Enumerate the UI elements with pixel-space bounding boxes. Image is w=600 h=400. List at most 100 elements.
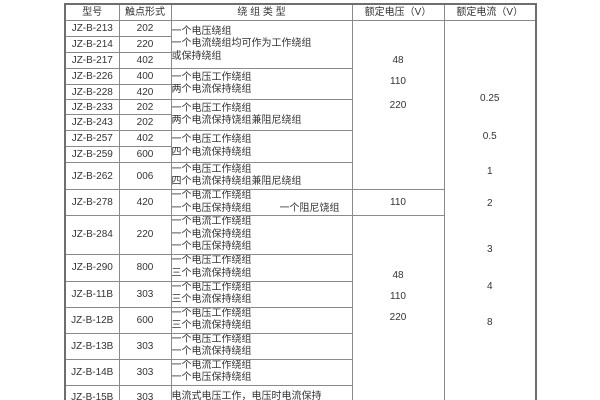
contact-cell: 402 <box>118 52 172 69</box>
contact-cell: 420 <box>118 189 172 216</box>
table-row: JZ-B-13B 303 一个电压工作绕组 一个电流保持绕组 <box>64 332 536 360</box>
col-header-rated-current: 额定电流（V） <box>443 3 537 21</box>
voltage-value: 220 <box>389 99 407 111</box>
relay-spec-table: 型号 触点形式 绕 组 类 型 额定电压（V） 额定电流（V） JZ-B-213… <box>64 3 537 400</box>
contact-cell: 220 <box>118 215 172 255</box>
col-header-contact-form: 触点形式 <box>118 3 172 21</box>
col-header-model: 型号 <box>64 3 120 21</box>
current-value: 1 <box>486 165 493 177</box>
winding-line: 电流式电压工作，电压时电流保持 <box>171 391 322 400</box>
winding-line: 一个电压工作绕组 <box>171 307 252 319</box>
contact-cell: 202 <box>118 20 172 37</box>
table-row: JZ-B-226 400 一个电压工作绕组 两个电流保持绕组 <box>64 68 536 100</box>
winding-cell-13b: 一个电压工作绕组 一个电流保持绕组 <box>170 332 353 360</box>
voltage-value: 110 <box>390 75 406 87</box>
winding-line: 一个电压工作绕组 <box>171 163 252 175</box>
contact-cell: 006 <box>118 162 172 190</box>
current-value: 8 <box>486 316 493 328</box>
model-cell: JZ-B-257 <box>64 130 120 147</box>
model-cell: JZ-B-243 <box>64 114 120 131</box>
model-cell: JZ-B-278 <box>64 189 120 216</box>
winding-line: 一个电压工作绕组 <box>171 134 252 145</box>
table-row: JZ-B-233 202 一个电压工作绕组 两个电流保持饶组兼阻尼绕组 <box>64 99 536 131</box>
model-cell: JZ-B-233 <box>64 99 120 115</box>
table-row: JZ-B-14B 303 一个电流工作绕组 一个电压保持绕组 <box>64 358 536 386</box>
contact-cell: 600 <box>118 146 172 163</box>
winding-line: 一个电流保持绕组 <box>171 346 252 357</box>
winding-line: 两个电流保持绕组 <box>171 84 252 95</box>
header-row: 型号 触点形式 绕 组 类 型 额定电压（V） 额定电流（V） <box>64 3 537 21</box>
contact-cell: 800 <box>118 253 172 282</box>
table-row: JZ-B-213 202 一个电压绕组 一个电流绕组均可作为工作绕组 或保持绕组… <box>64 20 537 400</box>
winding-line: 三个电流保持绕组 <box>171 320 252 331</box>
contact-cell: 303 <box>118 384 172 400</box>
contact-cell: 400 <box>118 68 172 85</box>
winding-line: 一个电压保持绕组 一个阻尼饶组 <box>171 202 351 215</box>
contact-cell: 303 <box>118 358 172 386</box>
winding-line: 一个电压绕组 <box>171 25 232 37</box>
winding-cell-group3: 一个电压工作绕组 两个电流保持饶组兼阻尼绕组 <box>170 99 353 131</box>
current-value: 0.25 <box>480 92 500 104</box>
winding-line: 一个电压工作绕组 <box>171 102 252 114</box>
voltage-value: 220 <box>389 311 407 323</box>
winding-cell-group4: 一个电压工作绕组 四个电流保持绕组 <box>170 130 353 163</box>
model-cell: JZ-B-228 <box>64 84 120 100</box>
winding-cell-284: 一个电流工作绕组 一个电流保持绕组 一个电压保持绕组 <box>170 215 353 255</box>
contact-cell: 202 <box>118 99 172 115</box>
table-row: JZ-B-15B 303 电流式电压工作，电压时电流保持 <box>64 384 536 400</box>
winding-cell-14b: 一个电流工作绕组 一个电压保持绕组 <box>170 358 353 386</box>
winding-line: 一个电压工作绕组 <box>171 333 252 345</box>
contact-cell: 402 <box>118 130 172 147</box>
table-row: JZ-B-214 220 <box>64 36 536 53</box>
winding-line: 一个电流工作绕组 <box>171 359 252 371</box>
table-row: JZ-B-243 202 <box>64 114 536 131</box>
voltage-cell-278: 110 <box>351 189 445 216</box>
winding-line: 一个电压工作绕组 <box>171 281 252 293</box>
voltage-value: 48 <box>392 269 404 281</box>
col-header-rated-voltage: 额定电压（V） <box>351 3 445 21</box>
winding-line: 一个电压工作绕组 <box>171 71 252 83</box>
model-cell: JZ-B-14B <box>64 358 120 386</box>
model-cell: JZ-B-259 <box>64 146 120 163</box>
winding-cell-11b: 一个电压工作绕组 三个电流保持绕组 <box>170 280 353 308</box>
table-row: JZ-B-11B 303 一个电压工作绕组 三个电流保持绕组 <box>64 280 536 308</box>
model-cell: JZ-B-290 <box>64 253 120 282</box>
winding-line: 一个电流绕组均可作为工作绕组 <box>171 38 312 50</box>
contact-cell: 220 <box>118 36 172 53</box>
winding-cell-290: 一个电压工作绕组 三个电流保持绕组 <box>170 253 353 282</box>
winding-cell-group1: 一个电压绕组 一个电流绕组均可作为工作绕组 或保持绕组 <box>170 20 353 69</box>
winding-cell-15b: 电流式电压工作，电压时电流保持 <box>170 384 353 400</box>
winding-line: 或保持绕组 <box>171 50 222 62</box>
model-cell: JZ-B-214 <box>64 36 120 53</box>
winding-cell-262: 一个电压工作绕组 四个电流保持绕组兼阻尼绕组 <box>170 162 353 190</box>
current-value: 0.5 <box>482 130 497 142</box>
model-cell: JZ-B-12B <box>64 306 120 334</box>
winding-line: 一个电压工作绕组 <box>171 255 252 266</box>
table-row: JZ-B-228 420 <box>64 84 536 100</box>
table-row: JZ-B-278 420 一个电流工作绕组 一个电压保持绕组 一个阻尼饶组 110 <box>64 189 536 216</box>
winding-line: 三个电流保持绕组 <box>171 267 252 279</box>
winding-line: 一个电压保持绕组 <box>171 372 252 383</box>
voltage-value: 110 <box>390 196 406 208</box>
model-cell: JZ-B-217 <box>64 52 120 69</box>
model-cell: JZ-B-213 <box>64 20 120 37</box>
contact-cell: 303 <box>118 332 172 360</box>
winding-line: 一个电流保持绕组 <box>171 228 252 240</box>
winding-line: 三个电流保持绕组 <box>171 294 252 305</box>
winding-line-part: 一个电压保持绕组 <box>171 202 252 214</box>
voltage-value: 48 <box>392 54 404 66</box>
model-cell: JZ-B-13B <box>64 332 120 360</box>
contact-cell: 303 <box>118 280 172 308</box>
winding-line: 两个电流保持饶组兼阻尼绕组 <box>171 115 302 126</box>
model-cell: JZ-B-226 <box>64 68 120 85</box>
current-value: 2 <box>486 197 493 209</box>
table-row: JZ-B-290 800 一个电压工作绕组 三个电流保持绕组 <box>64 253 536 282</box>
model-cell: JZ-B-284 <box>64 215 120 255</box>
winding-line: 一个电压保持绕组 <box>171 241 252 252</box>
winding-line-part: 一个阻尼饶组 <box>279 202 340 214</box>
voltage-cell-lower: 48 110 220 <box>351 215 445 400</box>
winding-line: 一个电流工作绕组 <box>171 190 252 202</box>
winding-line: 四个电流保持绕组兼阻尼绕组 <box>171 176 302 187</box>
winding-cell-278: 一个电流工作绕组 一个电压保持绕组 一个阻尼饶组 <box>170 189 353 216</box>
